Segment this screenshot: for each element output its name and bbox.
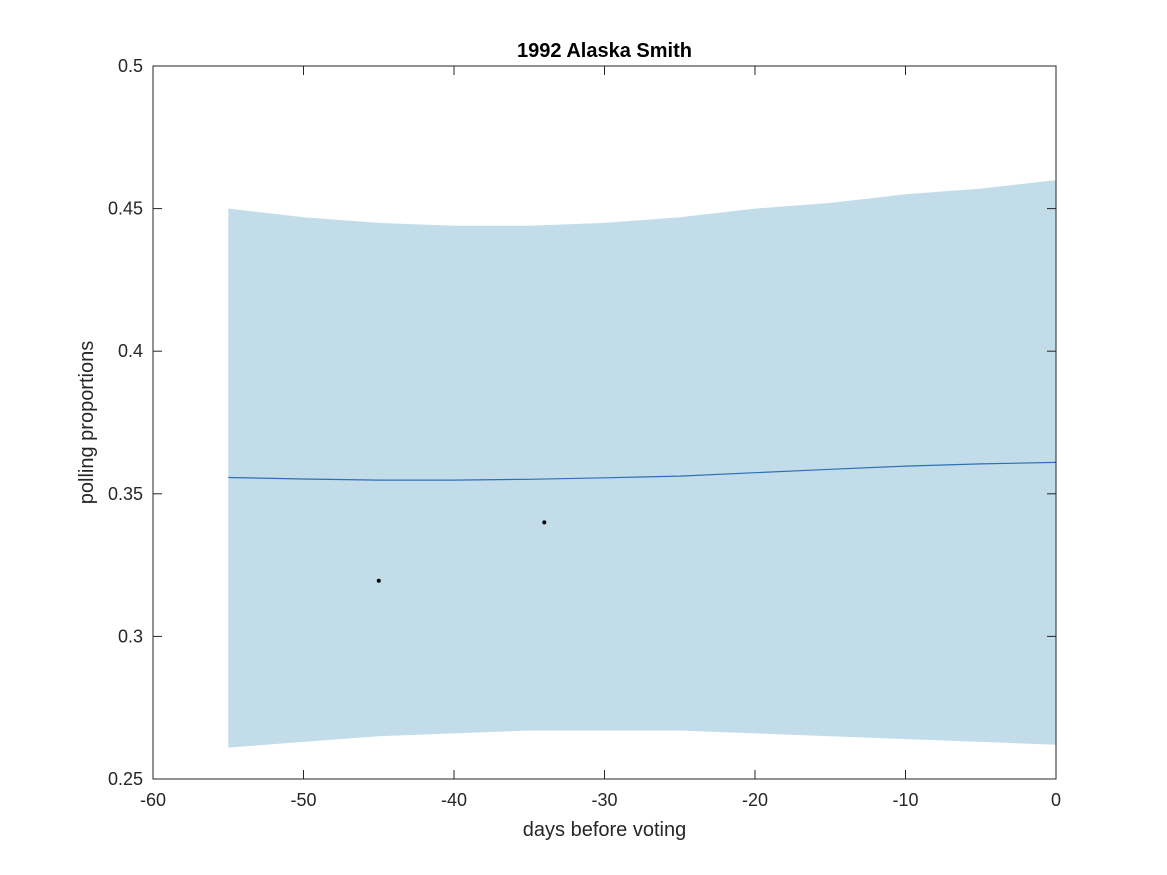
x-tick-label: -30 <box>591 790 617 810</box>
tick-layer: -60 -50 -40 -30 -20 -10 0 0.25 0.3 0.35 0.4 0.45 0.5 <box>108 56 1061 810</box>
x-tick-label: -40 <box>441 790 467 810</box>
x-tick-label: -10 <box>892 790 918 810</box>
confidence-band-layer <box>228 180 1057 748</box>
data-point-layer <box>376 520 547 583</box>
y-tick-label: 0.3 <box>118 626 143 646</box>
poll-point <box>376 578 381 583</box>
series-line-0 <box>228 461 1057 481</box>
y-tick-label: 0.35 <box>108 484 143 504</box>
x-tick-label: -60 <box>140 790 166 810</box>
poll-point <box>542 520 547 525</box>
confidence-band <box>228 180 1057 748</box>
y-tick-label: 0.25 <box>108 769 143 789</box>
x-tick-label: -50 <box>290 790 316 810</box>
y-tick-label: 0.45 <box>108 199 143 219</box>
series-line-layer <box>228 461 1057 481</box>
x-tick-label: 0 <box>1051 790 1061 810</box>
y-tick-label: 0.5 <box>118 56 143 76</box>
y-axis-label: polling proportions <box>76 341 98 504</box>
x-axis-label: days before voting <box>523 819 686 841</box>
x-tick-label: -20 <box>742 790 768 810</box>
chart-title: 1992 Alaska Smith <box>517 40 692 62</box>
y-tick-label: 0.4 <box>118 341 143 361</box>
